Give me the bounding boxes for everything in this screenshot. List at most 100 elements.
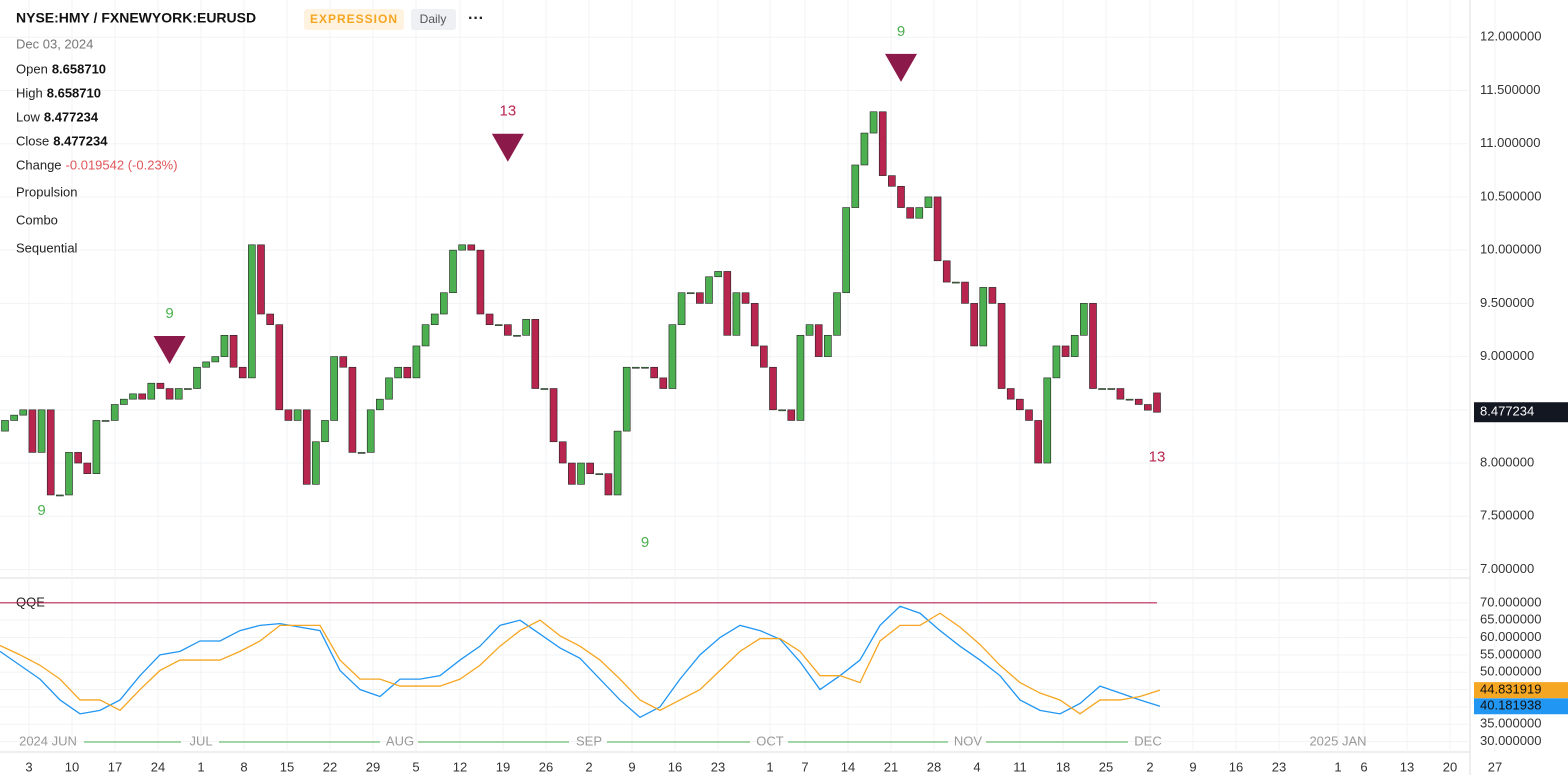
candle xyxy=(824,335,832,357)
x-tick-label: 7 xyxy=(801,759,808,774)
legend-date: Dec 03, 2024 xyxy=(16,36,93,51)
month-label: SEP xyxy=(576,733,602,748)
y-tick-label: 10.000000 xyxy=(1480,242,1541,257)
candle xyxy=(668,324,677,389)
sell-signal xyxy=(153,336,186,365)
candle xyxy=(604,473,613,496)
x-tick-label: 27 xyxy=(1488,759,1502,774)
qqe-last-label: 44.831919 xyxy=(1480,682,1541,697)
legend-value: 8.658710 xyxy=(47,85,101,100)
x-tick-label: 28 xyxy=(927,759,941,774)
candle xyxy=(28,409,37,453)
y-tick-label: 60.000000 xyxy=(1480,629,1541,644)
candle xyxy=(357,452,366,454)
y-tick-label: 30.000000 xyxy=(1480,733,1541,748)
candle xyxy=(942,260,951,283)
candle xyxy=(933,196,942,262)
x-tick-label: 22 xyxy=(323,759,337,774)
candle xyxy=(467,244,476,251)
study-name: Propulsion xyxy=(16,184,77,199)
x-tick-label: 14 xyxy=(841,759,855,774)
candle xyxy=(677,292,686,325)
month-label: AUG xyxy=(386,733,414,748)
x-tick-label: 29 xyxy=(366,759,380,774)
menu[interactable]: ··· xyxy=(468,10,484,27)
candle xyxy=(1107,388,1116,390)
candle xyxy=(312,441,320,485)
candle xyxy=(979,287,988,347)
qqe-last-tag xyxy=(1474,698,1568,715)
candle xyxy=(1098,388,1106,390)
candle xyxy=(1080,303,1088,336)
month-label: DEC xyxy=(1134,733,1161,748)
legend-value: 8.477234 xyxy=(44,109,99,124)
candle xyxy=(869,111,878,134)
interval-badge[interactable] xyxy=(411,9,456,30)
x-tick-label: 16 xyxy=(1229,759,1243,774)
candle xyxy=(787,409,796,421)
style-badge[interactable] xyxy=(304,9,404,30)
candle xyxy=(284,409,293,421)
candle xyxy=(339,356,348,368)
candle xyxy=(595,473,604,475)
month-label: OCT xyxy=(756,733,784,748)
candle xyxy=(321,420,329,443)
candle xyxy=(248,244,256,379)
candle xyxy=(449,249,457,294)
qqe-line xyxy=(0,605,1161,719)
y-tick-label: 7.000000 xyxy=(1480,561,1534,576)
candle xyxy=(275,324,284,411)
y-tick-label: 9.000000 xyxy=(1480,348,1534,363)
interval-label[interactable]: Daily xyxy=(420,12,447,26)
qqe-last-tag xyxy=(1474,682,1568,699)
candle xyxy=(1089,303,1097,389)
candle xyxy=(19,409,28,416)
month-label: 2024 JUN xyxy=(19,733,77,748)
candle xyxy=(485,313,494,325)
candle xyxy=(568,462,576,485)
y-tick-label: 65.000000 xyxy=(1480,612,1541,627)
candle xyxy=(56,494,64,497)
candle xyxy=(1,420,9,432)
sequential-count: 9 xyxy=(37,502,45,519)
candle xyxy=(805,324,814,336)
candle xyxy=(732,292,741,336)
candle xyxy=(174,388,183,400)
candle xyxy=(10,414,18,421)
x-tick-label: 16 xyxy=(668,759,682,774)
x-tick-label: 1 xyxy=(197,759,204,774)
x-tick-label: 23 xyxy=(711,759,725,774)
symbol: NYSE:HMY / FXNEWYORK:EURUSD xyxy=(16,10,256,26)
candle xyxy=(293,409,302,421)
candle xyxy=(229,335,238,368)
candle xyxy=(366,409,375,453)
candle xyxy=(842,207,850,294)
candle xyxy=(37,409,46,453)
candle xyxy=(549,388,558,443)
candle xyxy=(1016,398,1024,411)
y-tick-label: 50.000000 xyxy=(1480,664,1541,679)
candle xyxy=(750,303,759,347)
study-name: Combo xyxy=(16,212,58,227)
x-tick-label: 9 xyxy=(628,759,635,774)
candle xyxy=(1025,409,1033,421)
legend-label: Open xyxy=(16,61,48,76)
candle xyxy=(705,276,713,304)
y-tick-label: 55.000000 xyxy=(1480,646,1541,661)
candle xyxy=(403,366,412,379)
x-tick-label: 23 xyxy=(1272,759,1286,774)
style-label[interactable]: EXPRESSION xyxy=(310,12,398,26)
candle xyxy=(997,303,1006,389)
candle xyxy=(988,287,997,304)
x-tick-label: 9 xyxy=(1189,759,1196,774)
candle xyxy=(686,292,695,295)
qqe-last-label: 40.181938 xyxy=(1480,698,1541,713)
candle xyxy=(878,111,887,176)
x-tick-label: 10 xyxy=(65,759,79,774)
candle xyxy=(860,132,869,166)
candle xyxy=(238,366,247,379)
y-tick-label: 10.500000 xyxy=(1480,188,1541,203)
x-tick-label: 25 xyxy=(1099,759,1113,774)
candle xyxy=(906,207,914,219)
